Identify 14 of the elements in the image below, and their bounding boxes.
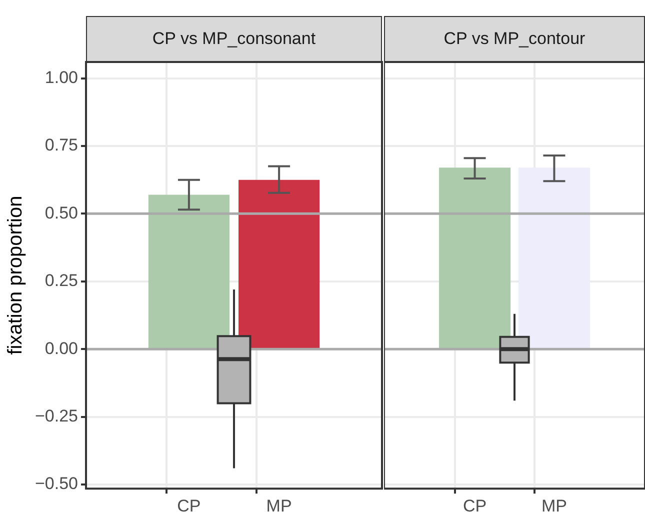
chart-title: CP vs MP_consonant xyxy=(86,16,382,62)
y-tick-label: 0.75 xyxy=(44,136,78,155)
y-tick-label: 0.00 xyxy=(44,338,78,358)
x-tick-label: MP xyxy=(266,496,292,516)
x-tick-label: CP xyxy=(462,496,487,516)
y-tick-label: −0.50 xyxy=(35,474,78,494)
y-tick-label: 0.25 xyxy=(44,271,78,290)
x-tick-label: CP xyxy=(177,496,201,516)
y-axis-title: fixation proportion xyxy=(4,196,27,355)
y-tick-label: −0.25 xyxy=(35,406,78,426)
chart-title: CP vs MP_contour xyxy=(384,16,645,62)
y-tick-label: 0.50 xyxy=(44,203,78,222)
x-tick-label: MP xyxy=(541,496,567,516)
y-tick-label: 1.00 xyxy=(44,68,78,87)
